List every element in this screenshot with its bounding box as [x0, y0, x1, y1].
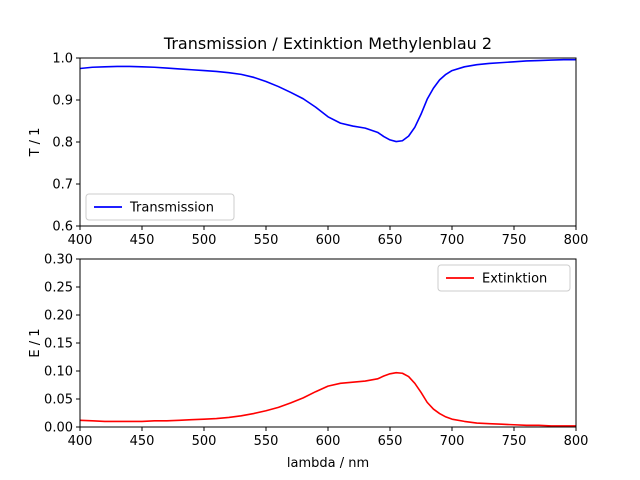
chart-1-y-axis-label: E / 1	[28, 328, 43, 357]
chart-1-y-tick-label: 0.25	[44, 281, 73, 296]
chart-0-legend-label: Transmission	[129, 201, 214, 216]
chart-1-x-tick-label: 450	[130, 434, 155, 449]
chart-0-x-tick-label: 600	[316, 233, 341, 248]
chart-1-y-tick-label: 0.20	[44, 309, 73, 324]
chart-1-y-tick-label: 0.00	[44, 421, 73, 436]
chart-1-x-tick-label: 750	[502, 434, 527, 449]
chart-1-x-tick-label: 650	[378, 434, 403, 449]
chart-1-x-axis-label: lambda / nm	[287, 456, 369, 471]
chart-1-y-tick-label: 0.10	[44, 365, 73, 380]
chart-0-y-axis-label: T / 1	[28, 128, 43, 158]
chart-0-y-tick-label: 0.7	[52, 178, 73, 193]
chart-0-x-tick-label: 400	[68, 233, 93, 248]
chart-1-x-tick-label: 700	[440, 434, 465, 449]
chart-0-y-tick-label: 0.6	[52, 220, 73, 235]
figure-title: Transmission / Extinktion Methylenblau 2	[163, 34, 492, 53]
chart-1-y-tick-label: 0.05	[44, 393, 73, 408]
chart-0-legend-box	[85, 193, 235, 221]
chart-1-x-tick-label: 400	[68, 434, 93, 449]
chart-0-x-tick-label: 650	[378, 233, 403, 248]
chart-0-x-tick-label: 450	[130, 233, 155, 248]
chart-0-y-tick-label: 1.0	[52, 52, 73, 67]
chart-0-x-tick-label: 750	[502, 233, 527, 248]
chart-1-legend-label: Extinktion	[482, 272, 547, 287]
chart-1-x-tick-label: 600	[316, 434, 341, 449]
chart-0-x-tick-label: 550	[254, 233, 279, 248]
chart-1-y-tick-label: 0.15	[44, 337, 73, 352]
chart-1-x-tick-label: 550	[254, 434, 279, 449]
chart-1-x-tick-label: 800	[564, 434, 589, 449]
chart-1-x-tick-label: 500	[192, 434, 217, 449]
transmission-axes: 400 450 500 550 600 650 700 750 800 0.6 0.7 0.8 0.9 1…	[28, 52, 588, 249]
chart-1-y-tick-label: 0.30	[44, 253, 73, 268]
chart-1-legend-box	[437, 264, 571, 292]
chart-0-x-tick-label: 500	[192, 233, 217, 248]
chart-0-x-tick-label: 700	[440, 233, 465, 248]
chart-0-series-line-0	[79, 58, 576, 143]
chart-0-y-tick-label: 0.9	[52, 94, 73, 109]
chart-0-y-tick-label: 0.8	[52, 136, 73, 151]
chart-0-x-tick-label: 800	[564, 233, 589, 248]
chart-1-series-line-0	[79, 371, 576, 427]
extinction-axes: 400 450 500 550 600 650 700 750 800 0.00 0.05 0.10 0…	[28, 253, 588, 472]
